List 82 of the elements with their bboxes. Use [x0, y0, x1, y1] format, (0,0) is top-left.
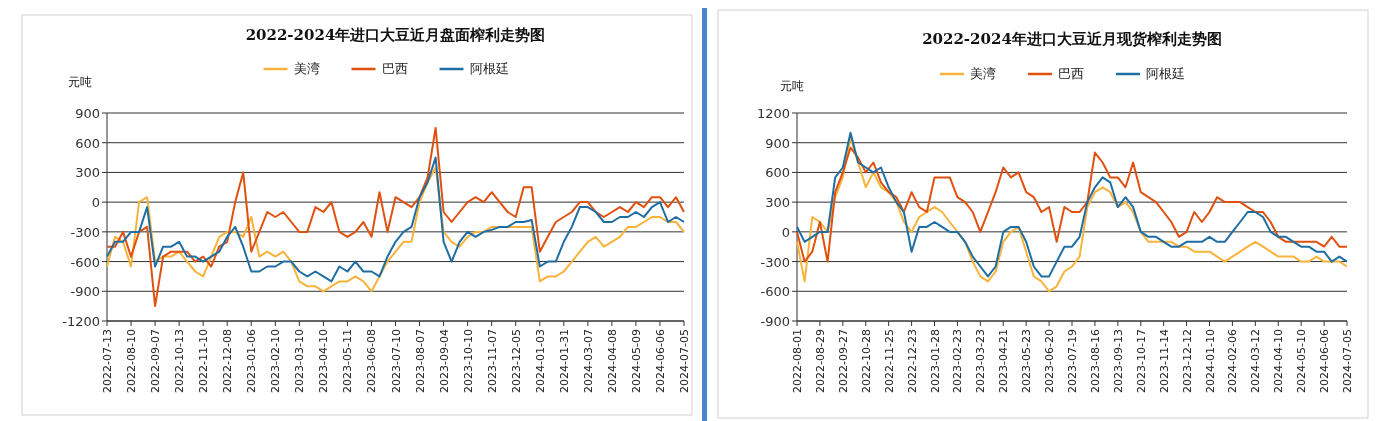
x-tick-label: 2023-11-14 [1157, 329, 1171, 393]
y-tick-label: -300 [760, 254, 790, 270]
y-tick-label: -1200 [62, 314, 100, 329]
x-tick-label: 2022-09-07 [149, 329, 163, 393]
y-tick-label: 900 [75, 106, 100, 121]
x-tick-label: 2024-05-10 [1295, 329, 1309, 393]
x-tick-label: 2024-03-07 [581, 329, 595, 393]
y-tick-label: -300 [70, 224, 100, 240]
x-tick-label: 2022-11-25 [882, 329, 896, 393]
x-tick-label: 2023-08-07 [413, 329, 427, 393]
y-tick-label: 300 [75, 165, 100, 181]
y-axis-title: 元吨 [780, 79, 804, 93]
x-tick-label: 2023-05-23 [1020, 329, 1034, 393]
y-axis-title: 元吨 [68, 75, 92, 89]
x-tick-label: 2023-12-05 [509, 329, 523, 393]
y-tick-label: -900 [70, 284, 100, 300]
x-tick-label: 2022-12-23 [905, 329, 919, 393]
x-tick-label: 2024-07-05 [1341, 329, 1354, 393]
x-tick-label: 2023-02-10 [269, 329, 283, 393]
x-tick-label: 2023-09-04 [437, 329, 451, 393]
legend-item: 阿根廷 [439, 61, 509, 76]
y-tick-label: 0 [781, 224, 790, 240]
legend-item: 美湾 [940, 66, 996, 81]
legend-label: 阿根廷 [1146, 66, 1185, 81]
y-tick-label: -900 [760, 314, 790, 329]
x-tick-label: 2022-10-13 [173, 329, 187, 393]
x-tick-label: 2022-11-10 [197, 329, 211, 393]
x-tick-label: 2022-08-10 [125, 329, 139, 393]
x-tick-label: 2024-04-10 [1272, 329, 1286, 393]
x-tick-label: 2024-05-09 [629, 329, 643, 393]
x-tick-label: 2023-08-16 [1088, 329, 1102, 393]
x-tick-label: 2022-08-29 [813, 329, 827, 393]
x-tick-label: 2024-03-12 [1249, 329, 1263, 393]
legend-item: 美湾 [263, 61, 320, 76]
x-tick-label: 2023-03-10 [293, 329, 307, 393]
x-tick-label: 2023-10-17 [1134, 329, 1148, 393]
legend-item: 阿根廷 [1116, 66, 1185, 81]
legend-label: 美湾 [970, 66, 996, 81]
y-tick-label: 1200 [756, 106, 790, 121]
x-tick-label: 2023-07-10 [389, 329, 403, 393]
y-tick-label: -600 [70, 254, 100, 270]
x-tick-label: 2022-07-13 [101, 329, 114, 393]
x-tick-label: 2023-06-08 [365, 329, 379, 393]
legend-item: 巴西 [351, 61, 408, 76]
x-tick-label: 2023-06-20 [1043, 329, 1057, 393]
x-tick-label: 2023-05-11 [341, 329, 355, 393]
x-tick-label: 2023-09-13 [1111, 329, 1125, 393]
chart-title: 2022-2024年进口大豆近月现货榨利走势图 [922, 30, 1222, 48]
x-tick-label: 2022-08-01 [791, 329, 804, 393]
legend-label: 巴西 [381, 61, 408, 76]
x-tick-label: 2024-06-06 [653, 329, 667, 393]
legend-label: 巴西 [1058, 66, 1084, 81]
x-tick-label: 2022-09-27 [836, 329, 850, 393]
x-tick-label: 2023-12-12 [1180, 329, 1194, 393]
x-tick-label: 2023-04-10 [317, 329, 331, 393]
x-tick-label: 2023-07-19 [1066, 329, 1079, 393]
x-tick-label: 2023-02-23 [951, 329, 965, 393]
x-tick-label: 2024-07-05 [678, 329, 691, 393]
x-tick-label: 2024-06-06 [1318, 329, 1332, 393]
x-tick-label: 2023-03-23 [974, 329, 988, 393]
y-tick-label: 0 [91, 195, 100, 211]
y-tick-label: 300 [765, 195, 790, 211]
x-tick-label: 2024-01-31 [557, 329, 571, 393]
legend-label: 阿根廷 [469, 61, 509, 76]
x-tick-label: 2024-04-08 [605, 329, 619, 393]
y-tick-label: 900 [765, 135, 790, 151]
y-tick-label: 600 [765, 165, 790, 181]
x-tick-label: 2024-01-03 [533, 329, 547, 393]
y-tick-label: -600 [760, 284, 790, 300]
chart-title: 2022-2024年进口大豆近月盘面榨利走势图 [245, 26, 546, 44]
legend-label: 美湾 [293, 61, 320, 76]
x-tick-label: 2022-12-08 [221, 329, 235, 393]
legend-item: 巴西 [1028, 66, 1084, 81]
x-tick-label: 2024-01-10 [1203, 329, 1217, 393]
x-tick-label: 2024-02-06 [1226, 329, 1240, 393]
y-tick-label: 600 [75, 135, 100, 151]
x-tick-label: 2023-01-28 [928, 329, 942, 393]
x-tick-label: 2023-04-21 [997, 329, 1011, 393]
x-tick-label: 2023-01-06 [245, 329, 259, 393]
x-tick-label: 2022-10-28 [859, 329, 873, 393]
x-tick-label: 2023-11-07 [485, 329, 499, 393]
x-tick-label: 2023-10-10 [461, 329, 475, 393]
